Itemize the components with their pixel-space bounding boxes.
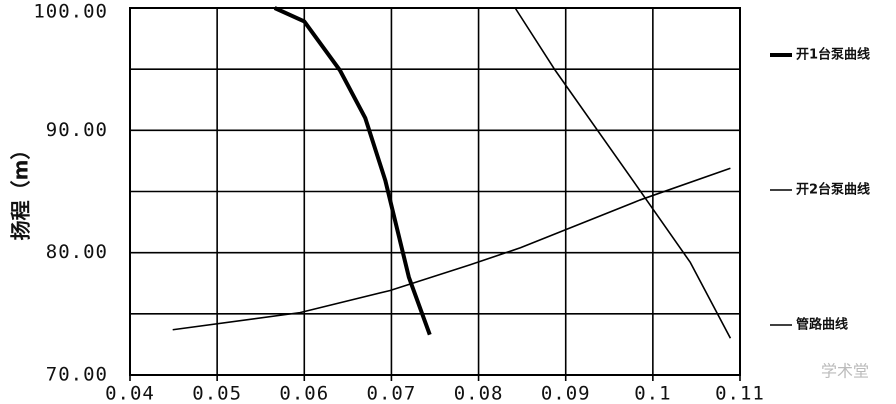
x-tick-label: 0.09 — [541, 383, 591, 404]
legend-label: 管路曲线 — [796, 317, 848, 333]
y-tick-label: 100.00 — [33, 1, 108, 23]
y-axis-label: 扬程（m） — [9, 140, 33, 241]
x-tick-label: 0.1 — [634, 383, 671, 404]
legend-label: 开1台泵曲线 — [796, 47, 870, 63]
series-line — [514, 7, 732, 339]
series-line — [273, 6, 432, 336]
legend-label: 开2台泵曲线 — [796, 182, 870, 198]
x-tick-label: 0.08 — [454, 383, 504, 404]
x-tick-label: 0.07 — [367, 383, 417, 404]
y-tick-label: 70.00 — [46, 364, 108, 386]
y-tick-label: 90.00 — [46, 119, 108, 141]
x-tick-label: 0.05 — [192, 383, 242, 404]
y-tick-label: 80.00 — [46, 241, 108, 263]
x-tick-label: 0.04 — [105, 383, 155, 404]
plot-frame — [129, 7, 741, 376]
x-tick-label: 0.06 — [279, 383, 329, 404]
watermark: 学术堂 — [821, 362, 869, 381]
x-tick-label: 0.11 — [715, 383, 765, 404]
series-line — [172, 167, 731, 331]
